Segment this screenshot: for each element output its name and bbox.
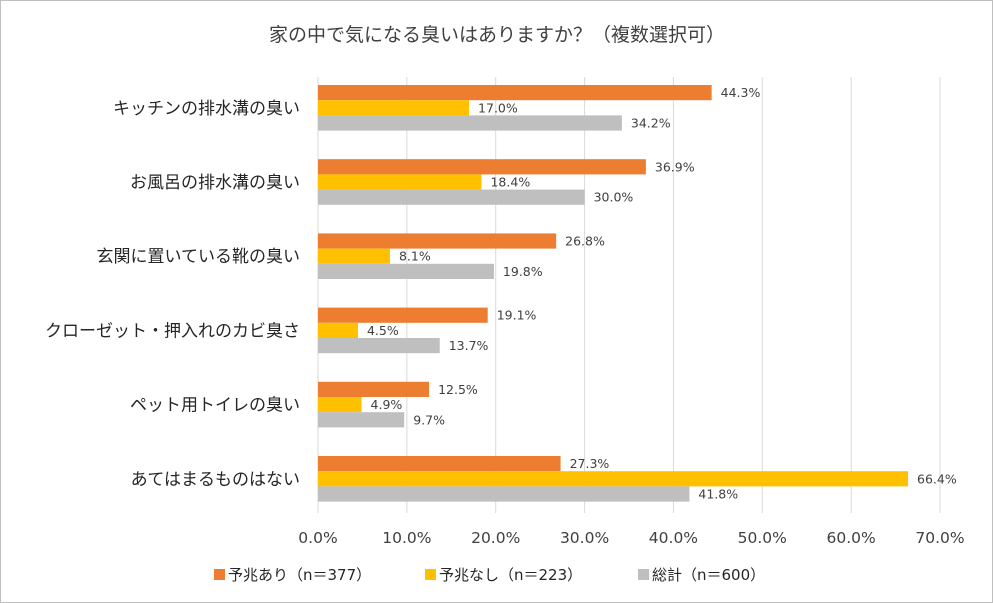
bar: [318, 307, 488, 323]
data-label: 19.1%: [497, 308, 537, 323]
bar: [318, 263, 494, 279]
category-label: ペット用トイレの臭い: [130, 396, 300, 416]
data-label: 9.7%: [413, 412, 445, 427]
bar: [318, 338, 440, 354]
bar: [318, 174, 482, 190]
category-label: クローゼット・押入れのカビ臭さ: [45, 321, 300, 341]
data-label: 44.3%: [721, 85, 761, 100]
legend: 予兆あり（n＝377） 予兆なし（n＝223） 総計（n＝600）: [214, 566, 765, 584]
data-labels: 44.3% 17.0% 34.2% 36.9% 18.4% 30.0% 26.8% 8.1% 1…: [367, 85, 957, 501]
data-label: 41.8%: [698, 487, 738, 502]
bars: [318, 85, 909, 502]
data-label: 18.4%: [490, 175, 530, 190]
data-label: 66.4%: [917, 471, 957, 486]
bar: [318, 381, 430, 397]
category-label: あてはまるものはない: [131, 470, 300, 490]
bar: [318, 159, 646, 175]
legend-swatch: [638, 569, 649, 580]
legend-swatch: [425, 569, 436, 580]
x-tick-label: 40.0%: [649, 529, 698, 547]
x-axis-tick-labels: 0.0% 10.0% 20.0% 30.0% 40.0% 50.0% 60.0% 70.0%: [298, 529, 964, 547]
x-tick-label: 10.0%: [382, 529, 431, 547]
data-label: 36.9%: [655, 159, 695, 174]
category-labels: キッチンの排水溝の臭いお風呂の排水溝の臭い玄関に置いている靴の臭いクローゼット・…: [45, 99, 300, 490]
bar: [318, 85, 712, 101]
data-label: 17.0%: [478, 100, 518, 115]
data-label: 4.5%: [367, 323, 399, 338]
data-label: 34.2%: [631, 116, 671, 131]
data-label: 4.9%: [371, 397, 403, 412]
category-label: 玄関に置いている靴の臭い: [97, 247, 301, 267]
legend-swatch: [214, 569, 225, 580]
x-tick-label: 70.0%: [915, 529, 964, 547]
legend-label: 総計（n＝600）: [652, 566, 765, 584]
chart-title: 家の中で気になる臭いはありますか？（複数選択可）: [269, 24, 725, 46]
x-tick-label: 50.0%: [738, 529, 787, 547]
bar: [318, 322, 358, 338]
x-tick-label: 0.0%: [298, 529, 337, 547]
bar: [318, 412, 405, 428]
category-label: お風呂の排水溝の臭い: [130, 173, 300, 193]
data-label: 19.8%: [503, 264, 543, 279]
data-label: 12.5%: [438, 382, 478, 397]
bar: [318, 471, 909, 487]
bar: [318, 189, 585, 205]
bar: [318, 233, 557, 249]
category-label: キッチンの排水溝の臭い: [113, 99, 300, 119]
legend-label: 予兆なし（n＝223）: [439, 566, 582, 584]
x-tick-label: 30.0%: [560, 529, 609, 547]
data-label: 27.3%: [570, 456, 610, 471]
data-label: 30.0%: [594, 190, 634, 205]
bar: [318, 248, 390, 264]
bar: [318, 115, 622, 131]
legend-label: 予兆あり（n＝377）: [228, 566, 371, 584]
bar: [318, 397, 362, 413]
bar: [318, 456, 561, 472]
bar: [318, 100, 470, 116]
bar: [318, 486, 690, 502]
x-tick-label: 60.0%: [827, 529, 876, 547]
gridlines: [317, 77, 941, 513]
data-label: 8.1%: [399, 249, 431, 264]
x-tick-label: 20.0%: [471, 529, 520, 547]
data-label: 13.7%: [449, 338, 489, 353]
data-label: 26.8%: [565, 234, 605, 249]
